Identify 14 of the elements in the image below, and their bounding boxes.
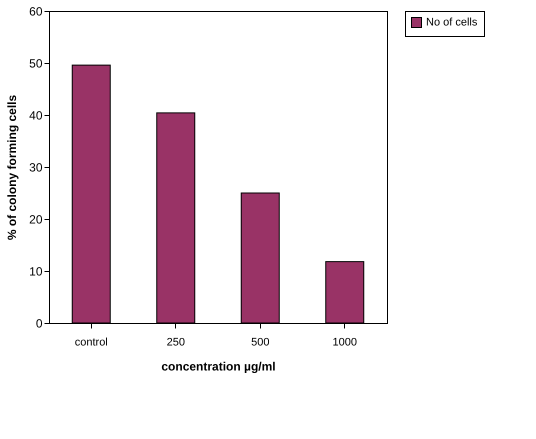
x-axis-title: concentration µg/ml xyxy=(161,360,276,374)
x-tick-label: control xyxy=(74,336,108,348)
y-tick-label: 20 xyxy=(29,212,43,226)
y-axis-title: % of colony forming cells xyxy=(5,94,20,240)
y-tick-label: 40 xyxy=(29,108,43,122)
x-tick-label: 250 xyxy=(166,336,185,348)
y-tick-label: 50 xyxy=(29,56,43,70)
y-tick-label: 60 xyxy=(29,4,43,18)
y-tick-label: 0 xyxy=(36,316,43,330)
legend-label: No of cells xyxy=(426,16,478,28)
y-tick-label: 10 xyxy=(29,264,43,278)
x-tick-label: 1000 xyxy=(332,336,357,348)
y-tick-label: 30 xyxy=(29,160,43,174)
x-tick-label: 500 xyxy=(251,336,270,348)
